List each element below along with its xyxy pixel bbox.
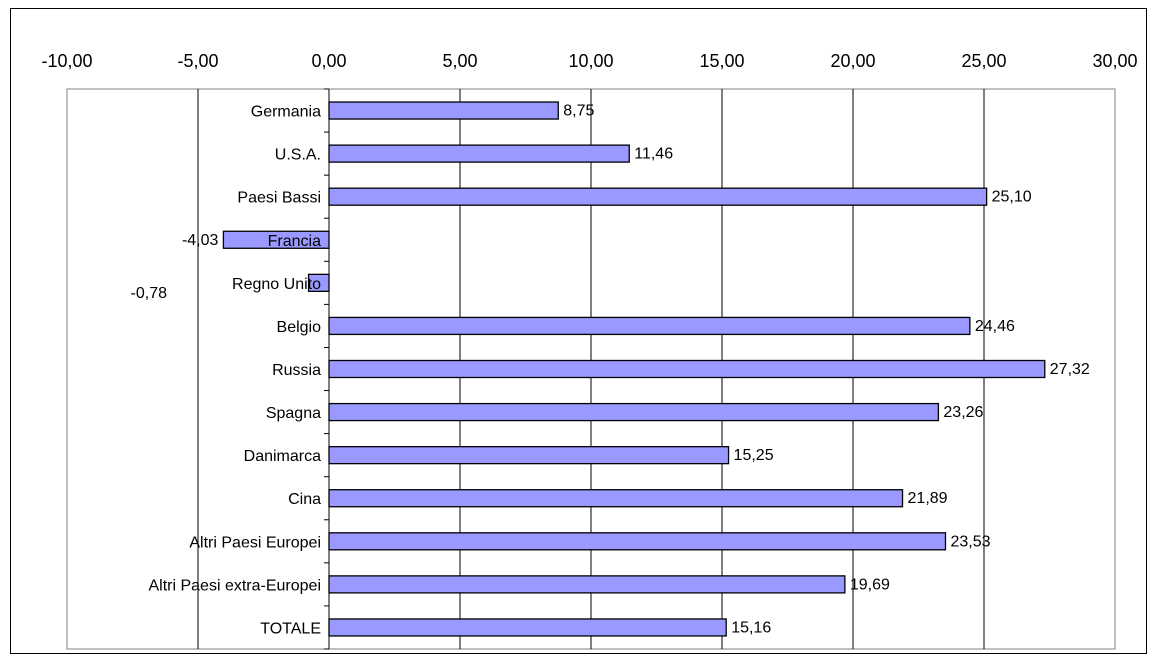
category-label: Paesi Bassi <box>237 190 321 207</box>
x-tick-label: 10,00 <box>568 51 613 71</box>
bar <box>328 575 846 594</box>
bar <box>328 489 904 508</box>
bar <box>328 618 727 637</box>
bar-chart: -10,00 -5,00 0,00 5,00 10,00 15,00 20,00 25,00 3… <box>41 51 1138 650</box>
bar <box>328 187 988 206</box>
value-label: 27,32 <box>1050 361 1090 378</box>
value-label: 11,46 <box>634 146 673 163</box>
value-label: 8,75 <box>563 103 594 120</box>
category-label: Altri Paesi Europei <box>189 534 321 551</box>
value-label: 23,53 <box>950 533 990 550</box>
category-axis <box>324 88 330 650</box>
value-label: 25,10 <box>992 189 1032 206</box>
category-label: U.S.A. <box>275 147 321 164</box>
category-label: Danimarca <box>244 448 321 465</box>
bar <box>328 144 630 163</box>
x-tick-label: 0,00 <box>311 51 346 71</box>
x-tick-label: 25,00 <box>961 51 1006 71</box>
plot-area: Germania U.S.A. Paesi Bassi Francia Regno Un… <box>66 88 1116 650</box>
x-tick-label: 20,00 <box>830 51 875 71</box>
x-tick-labels: -10,00 -5,00 0,00 5,00 10,00 15,00 20,00 25,00 3… <box>41 51 1137 71</box>
x-tick-label: 5,00 <box>442 51 477 71</box>
value-labels: 8,75 11,46 25,10 -4,03 -0,78 24,46 27,32 23,26 1… <box>131 103 1090 637</box>
x-tick-label: -10,00 <box>41 51 92 71</box>
category-label: Germania <box>251 104 321 121</box>
value-label: 23,26 <box>943 404 983 421</box>
category-label: Cina <box>288 491 321 508</box>
category-label: Spagna <box>266 405 321 422</box>
value-label: -0,78 <box>131 285 168 302</box>
value-label: 21,89 <box>908 490 948 507</box>
chart-frame: -10,00 -5,00 0,00 5,00 10,00 15,00 20,00 25,00 3… <box>10 8 1147 654</box>
category-label: Francia <box>268 233 321 250</box>
x-tick-label: 15,00 <box>699 51 744 71</box>
bar <box>328 359 1046 379</box>
x-tick-label: -5,00 <box>177 51 218 71</box>
category-labels: Germania U.S.A. Paesi Bassi Francia Regno Un… <box>148 104 321 638</box>
bar <box>328 316 971 336</box>
value-label: 19,69 <box>850 576 890 593</box>
value-label: -4,03 <box>182 232 219 249</box>
bar <box>328 446 730 465</box>
value-label: 24,46 <box>975 318 1015 335</box>
bar <box>328 532 947 551</box>
x-tick-label: 30,00 <box>1092 51 1137 71</box>
bar <box>328 402 940 422</box>
value-label: 15,16 <box>731 619 771 636</box>
bars <box>222 101 1046 637</box>
category-label: Altri Paesi extra-Europei <box>148 577 321 594</box>
category-label: TOTALE <box>260 620 321 637</box>
value-label: 15,25 <box>734 447 774 464</box>
category-label: Belgio <box>277 319 322 336</box>
category-label: Regno Unito <box>232 276 321 293</box>
bar <box>328 101 559 120</box>
category-label: Russia <box>272 362 321 379</box>
gridlines <box>197 89 985 649</box>
